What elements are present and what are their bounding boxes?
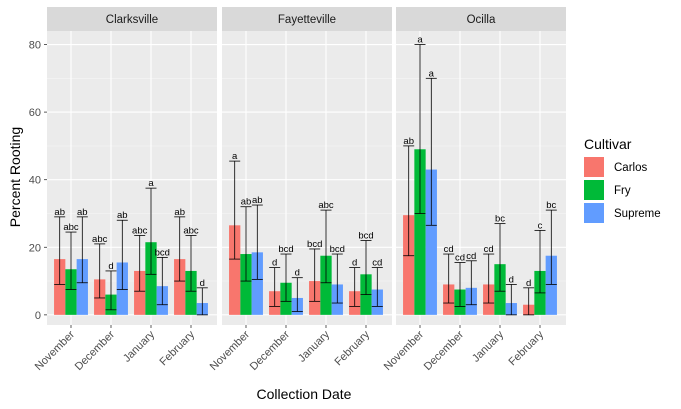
legend-label-supreme: Supreme <box>614 208 661 220</box>
bar-carlos <box>229 225 241 315</box>
significance-label: a <box>148 178 154 189</box>
significance-label: a <box>417 35 423 46</box>
significance-label: d <box>352 258 357 269</box>
significance-label: abc <box>92 234 108 245</box>
strip-label-clarksville: Clarksville <box>106 14 158 26</box>
x-tick-label: January <box>470 328 507 365</box>
bar-fry <box>240 254 252 315</box>
bar-supreme <box>425 169 437 315</box>
bar-carlos <box>403 215 415 315</box>
x-tick-label: December <box>73 328 118 373</box>
x-tick-label: February <box>158 328 198 368</box>
significance-label: d <box>509 274 514 285</box>
bar-carlos <box>174 259 186 315</box>
y-tick-label: 40 <box>29 175 41 187</box>
bar-supreme <box>251 252 263 315</box>
significance-label: cd <box>466 251 476 262</box>
significance-label: bcd <box>330 244 345 255</box>
x-tick-label: November <box>382 328 427 373</box>
significance-label: d <box>526 278 531 289</box>
significance-label: d <box>295 268 300 279</box>
strip-clarksville <box>47 7 217 31</box>
facet-panels: ClarksvilleababcabNovemberabcdabDecember… <box>33 7 566 373</box>
strip-fayetteville <box>222 7 392 31</box>
significance-label: ab <box>241 197 252 208</box>
y-axis: 0 20 40 60 80 <box>29 40 47 322</box>
significance-label: bcd <box>358 231 373 242</box>
y-tick-label: 20 <box>29 242 41 254</box>
x-tick-label: December <box>422 328 467 373</box>
legend-key-fry <box>584 180 604 200</box>
significance-label: a <box>429 68 435 79</box>
significance-label: d <box>200 278 205 289</box>
legend-label-carlos: Carlos <box>614 162 647 174</box>
significance-label: abc <box>63 222 79 233</box>
legend-key-supreme <box>584 203 604 223</box>
significance-label: ab <box>403 136 414 147</box>
significance-label: abc <box>183 225 199 236</box>
bar-carlos <box>134 270 146 315</box>
x-tick-label: January <box>121 328 158 365</box>
y-tick-label: 80 <box>29 40 41 52</box>
significance-label: bcd <box>155 247 170 258</box>
significance-label: bc <box>495 214 505 225</box>
bar-fry <box>145 242 157 315</box>
significance-label: ab <box>117 210 128 221</box>
significance-label: ab <box>54 207 65 218</box>
significance-label: ab <box>252 195 263 206</box>
bar-carlos <box>54 259 66 315</box>
significance-label: abc <box>132 225 148 236</box>
significance-label: ab <box>77 207 88 218</box>
x-tick-label: February <box>333 328 373 368</box>
legend-key-carlos <box>584 157 604 177</box>
bar-fry <box>414 149 426 315</box>
y-tick-label: 0 <box>35 310 41 322</box>
significance-label: cd <box>444 244 454 255</box>
significance-label: d <box>272 258 277 269</box>
bar-supreme <box>545 255 557 315</box>
significance-label: cd <box>484 244 494 255</box>
significance-label: bc <box>546 200 556 211</box>
significance-label: cd <box>455 252 465 263</box>
legend-title: Cultivar <box>584 136 632 152</box>
strip-label-fayetteville: Fayetteville <box>278 14 336 26</box>
x-tick-label: January <box>296 328 333 365</box>
x-tick-label: November <box>208 328 253 373</box>
x-tick-label: November <box>33 328 78 373</box>
significance-label: abc <box>318 200 334 211</box>
significance-label: ab <box>174 207 185 218</box>
bar-fry <box>185 270 197 315</box>
legend-label-fry: Fry <box>614 185 631 197</box>
significance-label: c <box>538 220 543 231</box>
significance-label: bcd <box>307 239 322 250</box>
x-tick-label: December <box>248 328 293 373</box>
significance-label: d <box>108 261 113 272</box>
bar-fry <box>65 269 77 315</box>
significance-label: a <box>232 151 238 162</box>
x-axis-title: Collection Date <box>257 386 352 402</box>
strip-ocilla <box>396 7 566 31</box>
strip-label-ocilla: Ocilla <box>467 14 496 26</box>
legend: Cultivar Carlos Fry Supreme <box>584 136 661 223</box>
panel-clarksville: ClarksvilleababcabNovemberabcdabDecember… <box>33 7 217 373</box>
y-axis-title: Percent Rooting <box>7 127 23 227</box>
significance-label: cd <box>372 258 382 269</box>
significance-label: bcd <box>278 244 293 255</box>
bar-fry <box>320 255 332 315</box>
y-tick-label: 60 <box>29 107 41 119</box>
x-tick-label: February <box>507 328 547 368</box>
bar-supreme <box>76 259 88 315</box>
